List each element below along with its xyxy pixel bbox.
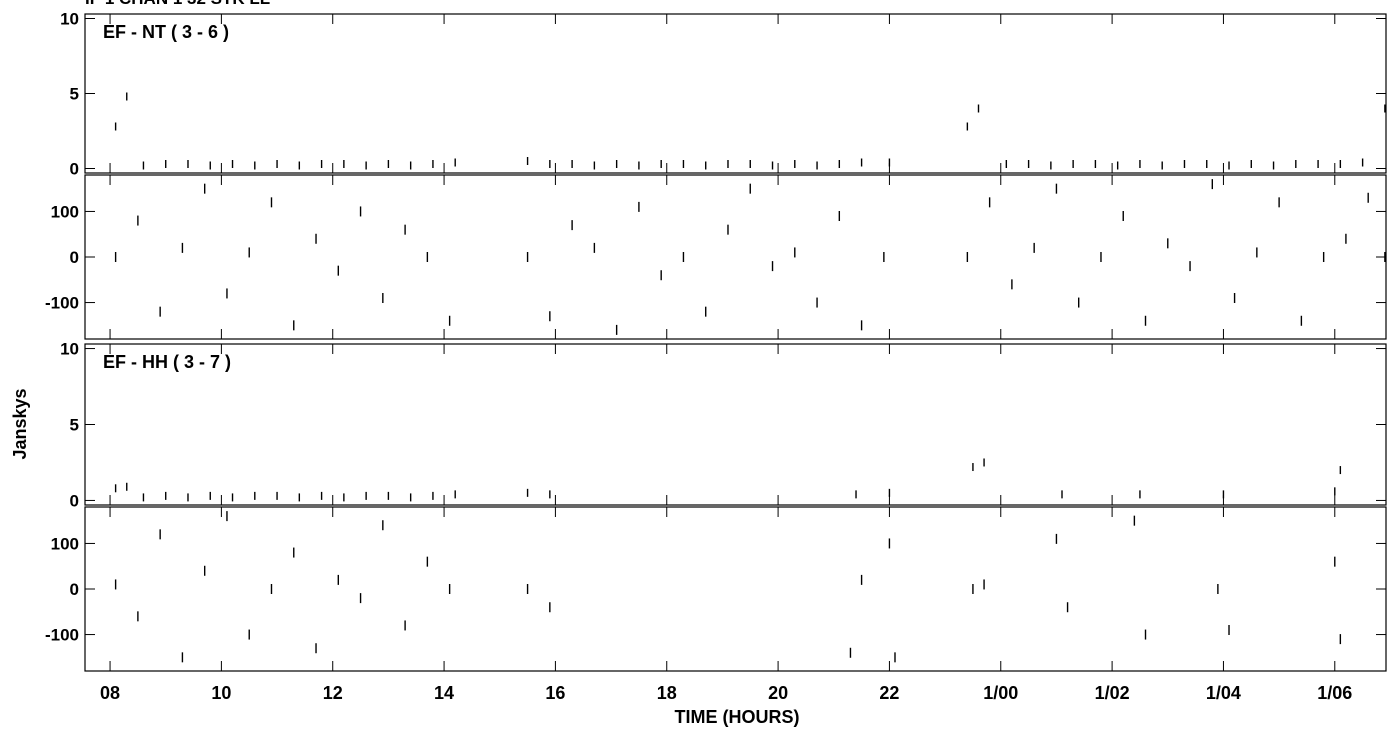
x-tick-label-2: 12	[323, 683, 343, 703]
panel-1-phase-frame	[84, 506, 1387, 672]
panel-1-amplitude-ytick-label-0: 10	[60, 340, 79, 359]
panel-0-phase-ytick-label-2: -100	[45, 294, 79, 313]
panel-0-baseline-label: EF - NT ( 3 - 6 )	[103, 22, 229, 42]
panel-1-amplitude-frame	[84, 343, 1387, 506]
panel-1-amplitude-ytick-label-2: 0	[70, 491, 79, 510]
panel-0-amplitude-ytick-label-0: 10	[60, 10, 79, 29]
x-tick-label-6: 20	[768, 683, 788, 703]
panel-0-phase-ytick-label-1: 0	[70, 248, 79, 267]
panel-1-amplitude-ytick-label-1: 5	[70, 416, 79, 435]
x-tick-label-3: 14	[434, 683, 454, 703]
panel-1-phase-ytick-label-2: -100	[45, 626, 79, 645]
panel-0-amplitude-frame	[84, 13, 1387, 174]
panel-1-phase-ytick-label-1: 0	[70, 580, 79, 599]
panel-1-baseline-label: EF - HH ( 3 - 7 )	[103, 352, 231, 372]
x-tick-label-8: 1/00	[983, 683, 1018, 703]
x-tick-label-1: 10	[211, 683, 231, 703]
axes-layer: 10 5 0 100 0 -100 EF - NT ( 3 - 6 ) 10 5 0 100 0 -10…	[45, 10, 1387, 703]
x-tick-label-0: 08	[100, 683, 120, 703]
panel-1-phase-ytick-label-0: 100	[51, 534, 79, 553]
x-tick-label-4: 16	[545, 683, 565, 703]
panel-0-amplitude-ytick-label-2: 0	[70, 160, 79, 179]
panel-0-amplitude-ytick-label-1: 5	[70, 85, 79, 104]
x-tick-label-10: 1/04	[1206, 683, 1241, 703]
panel-0-phase-frame	[84, 174, 1387, 340]
x-tick-label-5: 18	[657, 683, 677, 703]
y-axis-label: Janskys	[10, 388, 30, 459]
x-tick-label-7: 22	[879, 683, 899, 703]
x-axis-label: TIME (HOURS)	[675, 707, 800, 727]
marks-layer	[114, 92, 1386, 663]
panel-0-phase-ytick-label-0: 100	[51, 202, 79, 221]
plot-header: IF 1 CHAN 1 32 STK LL	[85, 0, 270, 8]
x-tick-label-11: 1/06	[1317, 683, 1352, 703]
x-tick-label-9: 1/02	[1095, 683, 1130, 703]
